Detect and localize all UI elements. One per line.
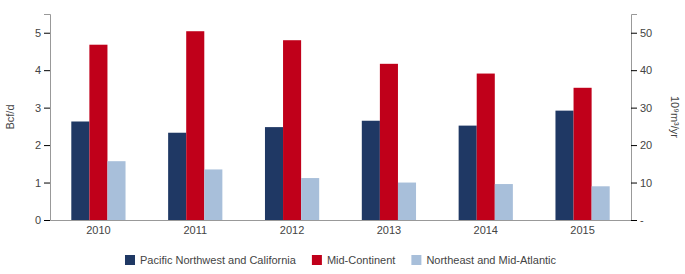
tick: 50 <box>631 27 652 39</box>
tick: 5 <box>35 27 50 39</box>
tick: 10 <box>631 177 652 189</box>
legend-label: Mid-Continent <box>327 254 395 266</box>
legend-item: Northeast and Mid-Atlantic <box>411 254 556 266</box>
bar <box>592 186 610 220</box>
tick-mark <box>631 70 637 71</box>
tick: 2014 <box>474 220 498 236</box>
tick: 2013 <box>377 220 401 236</box>
tick-mark <box>44 70 50 71</box>
tick: 1 <box>35 177 50 189</box>
y-axis-title: Bcf/d <box>4 104 16 129</box>
tick-label: 2010 <box>86 224 110 236</box>
tick: 30 <box>631 102 652 114</box>
tick-mark <box>631 220 637 221</box>
tick: 2010 <box>86 220 110 236</box>
y2-axis: - 10 20 30 40 50 <box>631 15 652 227</box>
tick-label: 5 <box>35 27 41 39</box>
tick: 20 <box>631 139 652 151</box>
tick-mark <box>44 183 50 184</box>
axis-line <box>51 220 632 221</box>
chart: 2010 2011 2012 2013 2014 2015 0 1 2 3 4 5 - 10 20 30 40 5… <box>0 0 685 274</box>
tick-mark <box>44 108 50 109</box>
tick-label: 20 <box>640 139 652 151</box>
y2-axis-title: 10⁹m³/yr <box>669 96 681 138</box>
axis-line <box>44 15 51 221</box>
bar <box>204 169 222 220</box>
tick: 2012 <box>280 220 304 236</box>
tick-label: 4 <box>35 64 41 76</box>
tick-mark <box>631 145 637 146</box>
bar <box>398 183 416 220</box>
legend-label: Northeast and Mid-Atlantic <box>426 254 556 266</box>
bar <box>495 184 513 220</box>
legend-swatch <box>312 255 322 265</box>
tick-label: 3 <box>35 102 41 114</box>
legend-label: Pacific Northwest and California <box>140 254 297 266</box>
bar <box>477 74 495 220</box>
legend: Pacific Northwest and California Mid-Cont… <box>125 254 557 266</box>
legend-swatch <box>411 255 421 265</box>
bar <box>459 126 477 220</box>
tick-label: 2014 <box>474 224 498 236</box>
bar <box>265 127 283 220</box>
bar <box>301 178 319 220</box>
tick-label: 30 <box>640 102 652 114</box>
tick-label: 50 <box>640 27 652 39</box>
legend-swatch <box>125 255 135 265</box>
tick-label: 40 <box>640 64 652 76</box>
bar <box>107 161 125 220</box>
tick: 2 <box>35 139 50 151</box>
tick: 40 <box>631 64 652 76</box>
tick: 2015 <box>570 220 594 236</box>
tick-mark <box>631 183 637 184</box>
tick-label: 2013 <box>377 224 401 236</box>
tick: 3 <box>35 102 50 114</box>
bar-series <box>107 161 609 220</box>
tick: - <box>631 214 644 226</box>
tick-label: 10 <box>640 177 652 189</box>
plot-area: 2010 2011 2012 2013 2014 2015 0 1 2 3 4 5 - 10 20 30 40 5… <box>4 15 681 236</box>
tick: 2011 <box>183 220 207 236</box>
x-axis: 2010 2011 2012 2013 2014 2015 <box>51 220 632 236</box>
tick-mark <box>44 145 50 146</box>
bar <box>380 64 398 220</box>
bar <box>168 133 186 220</box>
tick: 4 <box>35 64 50 76</box>
tick-label: 2015 <box>570 224 594 236</box>
tick-mark <box>44 220 50 221</box>
tick-mark <box>631 33 637 34</box>
bar <box>574 88 592 220</box>
tick-label: 1 <box>35 177 41 189</box>
bar <box>186 31 204 220</box>
tick-label: 2012 <box>280 224 304 236</box>
bars <box>71 31 609 220</box>
tick-label: 2011 <box>183 224 207 236</box>
bar-series <box>89 31 591 220</box>
axis-line <box>632 15 638 221</box>
tick-label: 2 <box>35 139 41 151</box>
tick-mark <box>44 33 50 34</box>
tick-label: 0 <box>35 214 41 226</box>
tick-mark <box>631 108 637 109</box>
y-axis: 0 1 2 3 4 5 <box>35 15 51 227</box>
bar <box>283 40 301 220</box>
tick: 0 <box>35 214 50 226</box>
legend-item: Pacific Northwest and California <box>125 254 297 266</box>
legend-item: Mid-Continent <box>312 254 395 266</box>
bar <box>555 111 573 220</box>
bar <box>71 121 89 220</box>
bar <box>89 45 107 220</box>
tick-label: - <box>640 214 644 226</box>
bar <box>362 121 380 220</box>
bar-series <box>71 111 573 220</box>
